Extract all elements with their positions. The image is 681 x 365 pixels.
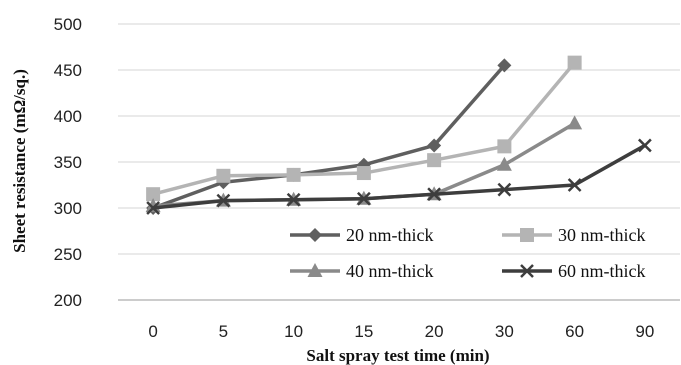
legend-marker — [307, 263, 323, 277]
legend-label: 40 nm-thick — [346, 261, 434, 281]
y-tick-label: 250 — [54, 245, 82, 264]
y-tick-label: 300 — [54, 199, 82, 218]
y-tick-label: 500 — [54, 15, 82, 34]
y-axis-ticks: 200 250 300 350 400 450 500 — [54, 15, 82, 310]
data-point — [146, 187, 161, 202]
x-tick-label: 15 — [354, 322, 373, 341]
data-point — [567, 55, 582, 70]
y-tick-label: 350 — [54, 153, 82, 172]
data-point — [286, 167, 301, 182]
y-axis-title: Sheet resistance (mΩ/sq.) — [10, 69, 29, 253]
legend: 20 nm-thick 30 nm-thick 40 nm-thick 60 nm-t… — [290, 225, 646, 281]
data-point — [216, 168, 231, 183]
x-tick-label: 0 — [148, 322, 157, 341]
x-tick-label: 10 — [284, 322, 303, 341]
data-point — [497, 139, 512, 154]
series-line-4 — [152, 143, 646, 210]
data-point — [356, 191, 371, 206]
legend-label: 30 nm-thick — [558, 225, 646, 245]
data-point — [567, 115, 583, 130]
legend-item: 60 nm-thick — [502, 261, 646, 281]
data-point — [216, 193, 231, 208]
x-tick-label: 5 — [219, 322, 228, 341]
series-lines — [145, 55, 652, 215]
x-axis-title: Salt spray test time (min) — [306, 346, 489, 365]
data-point — [497, 182, 512, 197]
x-tick-label: 60 — [565, 322, 584, 341]
data-point — [286, 192, 301, 207]
y-tick-label: 200 — [54, 291, 82, 310]
data-point — [146, 201, 161, 215]
legend-item: 40 nm-thick — [290, 261, 434, 281]
y-tick-label: 450 — [54, 61, 82, 80]
data-point — [427, 138, 442, 153]
legend-label: 20 nm-thick — [346, 225, 434, 245]
data-point — [497, 58, 512, 73]
x-tick-label: 30 — [495, 322, 514, 341]
data-point — [567, 178, 582, 192]
legend-label: 60 nm-thick — [558, 261, 646, 281]
legend-marker — [308, 228, 322, 242]
legend-marker — [520, 264, 534, 278]
data-point — [496, 156, 512, 171]
series-line-1 — [152, 64, 506, 210]
x-tick-label: 20 — [425, 322, 444, 341]
legend-item: 20 nm-thick — [290, 225, 434, 245]
x-axis-ticks: 0 5 10 15 20 30 60 90 — [148, 322, 654, 341]
gridlines — [118, 23, 680, 301]
data-point — [427, 153, 442, 168]
x-tick-label: 90 — [635, 322, 654, 341]
data-point — [427, 187, 442, 202]
legend-item: 30 nm-thick — [502, 225, 646, 245]
data-point — [356, 166, 371, 181]
y-tick-label: 400 — [54, 107, 82, 126]
legend-marker — [520, 228, 534, 242]
data-point — [637, 138, 652, 153]
